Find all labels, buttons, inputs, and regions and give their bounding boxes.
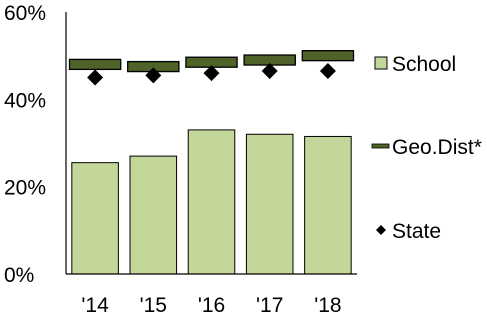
- state-marker: [203, 65, 220, 82]
- legend-swatch-school: [374, 56, 388, 70]
- y-tick-label: 40%: [4, 89, 46, 112]
- legend-label-state: State: [392, 220, 441, 243]
- x-tick-label: '16: [198, 294, 225, 317]
- legend-swatch-state: [376, 225, 386, 235]
- state-markers: [87, 62, 336, 86]
- school-bar: [304, 135, 352, 275]
- state-marker: [319, 62, 336, 79]
- y-axis-ticks: 0% 20% 40% 60%: [4, 2, 46, 287]
- x-tick-label: '14: [81, 294, 109, 317]
- school-bars: [71, 129, 352, 275]
- y-tick-label: 20%: [4, 177, 46, 200]
- school-bar: [129, 155, 178, 275]
- x-tick-label: '17: [256, 294, 283, 317]
- geo-dist-marker: [301, 50, 355, 62]
- y-tick-label: 60%: [4, 2, 46, 25]
- legend-label-school: School: [392, 53, 456, 76]
- state-marker: [261, 62, 278, 79]
- school-bar: [187, 129, 236, 275]
- school-bar: [71, 162, 119, 275]
- school-bar: [245, 133, 294, 275]
- geo-dist-marker: [68, 58, 122, 71]
- state-marker: [145, 67, 162, 84]
- state-marker: [87, 69, 104, 86]
- x-tick-label: '18: [314, 294, 341, 317]
- x-axis-ticks: '14 '15 '16 '17 '18: [81, 294, 341, 317]
- legend: School Geo.Dist* State: [371, 53, 482, 243]
- geo-dist-markers: [68, 50, 355, 73]
- legend-swatch-geo-dist: [371, 143, 390, 149]
- x-tick-label: '15: [140, 294, 167, 317]
- y-tick-label: 0%: [4, 264, 34, 287]
- legend-label-geo-dist: Geo.Dist*: [392, 136, 482, 159]
